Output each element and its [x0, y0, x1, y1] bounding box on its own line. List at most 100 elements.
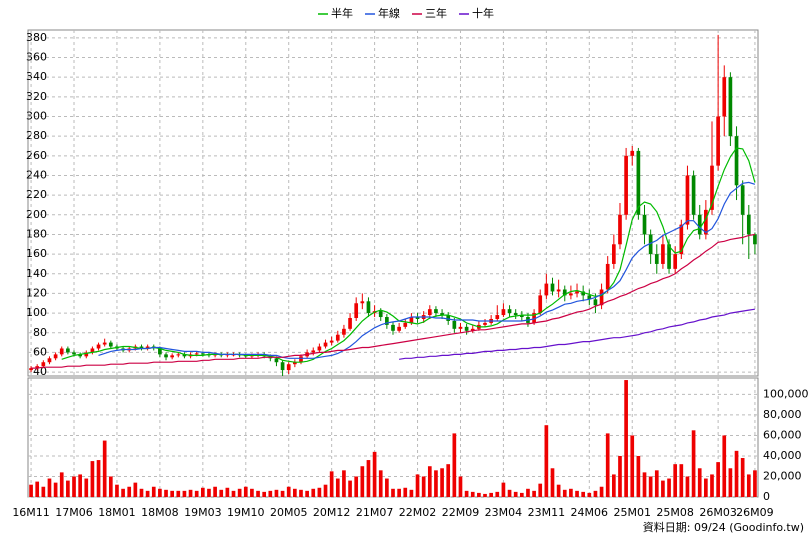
volume-bar [599, 486, 604, 497]
candle-body [753, 234, 757, 245]
candle-body [452, 320, 457, 329]
candle-body [194, 353, 199, 355]
candle-body [728, 77, 733, 137]
y-tick-label: 200 [26, 208, 47, 221]
y2-tick-label: 20,000 [763, 469, 802, 482]
candle-body [335, 334, 340, 341]
volume-bar [403, 487, 408, 497]
y-tick-label: 60 [33, 345, 47, 358]
volume-bar [286, 486, 291, 497]
volume-bar [397, 488, 401, 497]
volume-bar [562, 489, 567, 497]
ma-line [98, 181, 756, 359]
candle-body [507, 309, 512, 314]
volume-bar [268, 490, 273, 497]
candle-body [710, 165, 714, 210]
candle-body [661, 244, 665, 264]
volume-bar [507, 489, 512, 497]
candle-body [464, 326, 469, 331]
candle-body [274, 358, 279, 363]
candle-body [734, 136, 739, 186]
ma-line [61, 147, 756, 363]
candle-body [29, 368, 33, 371]
candle-body [409, 317, 414, 323]
y-tick-label: 140 [26, 267, 47, 280]
candle-body [569, 293, 573, 296]
candle-body [299, 356, 303, 363]
candle-body [72, 352, 76, 355]
volume-bar [335, 478, 340, 497]
x-tick-label: 20M12 [313, 506, 351, 519]
volume-bar [519, 492, 524, 497]
legend-label: 半年 [331, 6, 353, 20]
candle-body [366, 301, 371, 314]
volume-bar [489, 492, 493, 497]
candle-body [642, 214, 647, 235]
candle-body [182, 354, 187, 357]
y-tick-label: 280 [26, 129, 47, 142]
volume-bar [464, 490, 469, 497]
volume-bar [697, 468, 702, 497]
volume-bar [673, 464, 678, 497]
candle-body [550, 283, 555, 292]
candle-body [280, 362, 285, 371]
candle-body [391, 324, 395, 331]
volume-bar [587, 492, 592, 497]
candle-body [624, 155, 628, 215]
candle-body [378, 311, 383, 318]
volume-bar [728, 468, 733, 497]
volume-bar [78, 474, 82, 497]
candle-body [501, 309, 506, 316]
volume-bar [661, 480, 665, 497]
volume-bar [427, 466, 432, 497]
volume-bar [544, 425, 549, 497]
x-tick-label: 20M05 [270, 506, 308, 519]
volume-bar [575, 490, 579, 497]
candle-body [200, 353, 205, 355]
volume-bar [53, 482, 58, 497]
volume-bar [470, 491, 475, 497]
volume-bar [440, 468, 444, 497]
volume-bar [243, 486, 248, 497]
candle-body [78, 354, 82, 357]
volume-bar [734, 450, 739, 497]
volume-bar [538, 483, 543, 497]
volume-bar [495, 491, 500, 497]
volume-bar [391, 488, 395, 497]
volume-bar [648, 476, 653, 497]
candle-body [354, 303, 359, 319]
candle-body [605, 263, 610, 290]
volume-bar [188, 489, 193, 497]
candle-body [697, 214, 702, 235]
volume-bar [329, 471, 334, 497]
volume-bar [477, 492, 481, 497]
candle-body [139, 346, 144, 349]
candle-body [397, 326, 401, 331]
volume-bar [164, 489, 168, 497]
candle-body [691, 175, 696, 215]
volume-bar [219, 489, 224, 497]
candle-body [434, 309, 438, 314]
y2-tick-label: 80,000 [763, 408, 802, 421]
volume-bar [66, 480, 70, 497]
candle-body [323, 342, 328, 347]
candle-body [164, 354, 168, 358]
volume-bar [526, 488, 530, 497]
candle-body [618, 214, 622, 245]
candle-body [108, 342, 113, 347]
candle-body [581, 291, 586, 296]
volume-panel [27, 377, 759, 498]
candle-body [348, 318, 352, 329]
candle-body [446, 315, 451, 321]
volume-bar [256, 490, 260, 497]
candle-body [483, 322, 487, 325]
legend-label: 年線 [378, 6, 400, 20]
volume-bar [753, 470, 757, 497]
y2-tick-label: 60,000 [763, 428, 802, 441]
candle-body [532, 313, 536, 323]
y2-tick-label: 100,000 [763, 387, 808, 400]
candle-body [685, 175, 690, 225]
volume-bar [342, 470, 346, 497]
volume-bar [612, 474, 616, 497]
x-tick-label: 25M01 [613, 506, 651, 519]
